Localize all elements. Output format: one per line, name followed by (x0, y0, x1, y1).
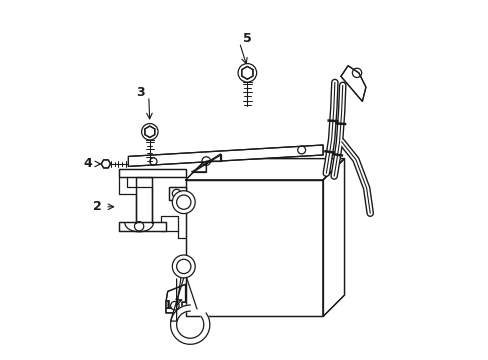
Polygon shape (128, 145, 323, 166)
Circle shape (172, 191, 195, 213)
Text: 2: 2 (93, 200, 102, 213)
Polygon shape (135, 177, 151, 223)
Polygon shape (165, 284, 185, 313)
Polygon shape (170, 305, 209, 344)
Polygon shape (169, 187, 185, 208)
Polygon shape (323, 158, 344, 316)
Polygon shape (185, 180, 323, 316)
Text: 3: 3 (136, 86, 145, 99)
Circle shape (176, 259, 190, 274)
Polygon shape (119, 222, 165, 231)
Polygon shape (241, 66, 252, 79)
Polygon shape (192, 154, 220, 172)
Text: 4: 4 (83, 157, 92, 170)
Circle shape (142, 123, 158, 140)
Polygon shape (119, 169, 185, 177)
Text: 5: 5 (243, 32, 251, 45)
Polygon shape (101, 160, 110, 168)
Circle shape (238, 64, 256, 82)
Circle shape (172, 255, 195, 278)
Polygon shape (340, 66, 365, 102)
Text: 1: 1 (163, 299, 172, 312)
Circle shape (176, 195, 190, 209)
Polygon shape (144, 126, 155, 138)
Polygon shape (185, 158, 344, 180)
